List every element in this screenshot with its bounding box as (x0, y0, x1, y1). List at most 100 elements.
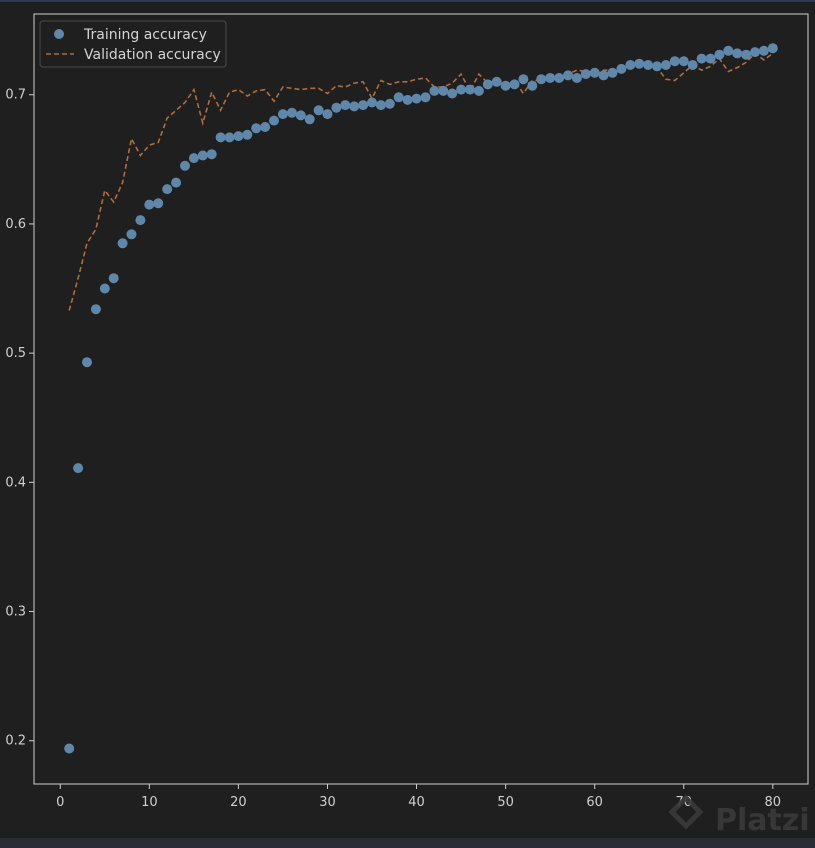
training-accuracy-point (580, 69, 591, 80)
training-accuracy-point (456, 84, 467, 95)
training-accuracy-point (723, 45, 734, 56)
x-axis: 0 10 20 30 40 50 60 70 80 (56, 784, 781, 810)
training-accuracy-point (64, 743, 75, 754)
training-accuracy-point (242, 129, 253, 140)
training-accuracy-point (758, 45, 769, 56)
plot-area-frame (33, 13, 809, 785)
training-accuracy-point (625, 60, 636, 70)
training-accuracy-point (447, 88, 458, 99)
training-accuracy-point (162, 184, 173, 195)
training-accuracy-point (384, 98, 395, 109)
legend: Training accuracy Validation accuracy (39, 20, 227, 68)
training-accuracy-point (598, 70, 609, 81)
training-accuracy-point (705, 53, 716, 64)
training-accuracy-point (545, 73, 556, 83)
training-accuracy-point (714, 49, 725, 60)
training-accuracy-point (669, 56, 680, 67)
training-accuracy-point (518, 74, 529, 85)
training-accuracy-point (304, 114, 315, 125)
watermark-text: Platzi (715, 803, 810, 838)
y-tick-label: 0.6 (5, 217, 26, 232)
training-accuracy-series (64, 43, 778, 754)
training-accuracy-point (678, 56, 689, 67)
training-accuracy-point (527, 80, 538, 91)
training-accuracy-point (652, 61, 662, 72)
y-tick-label: 0.5 (5, 346, 26, 361)
training-accuracy-point (82, 357, 92, 368)
training-accuracy-point (473, 85, 484, 96)
x-tick-label: 10 (141, 795, 158, 810)
x-tick-label: 0 (56, 795, 64, 810)
training-accuracy-point (429, 85, 440, 96)
training-accuracy-point (126, 229, 137, 240)
y-tick-label: 0.3 (5, 605, 26, 620)
x-tick-label: 60 (586, 795, 603, 810)
training-accuracy-point (741, 49, 752, 60)
y-tick-label: 0.2 (5, 734, 26, 749)
training-accuracy-point (215, 132, 226, 143)
training-accuracy-point (438, 85, 449, 96)
training-accuracy-point (153, 198, 164, 209)
x-tick-label: 20 (230, 795, 247, 810)
bottom-bar (0, 838, 815, 848)
training-accuracy-point (402, 94, 413, 105)
training-accuracy-point (509, 79, 520, 90)
training-accuracy-point (563, 70, 573, 81)
training-accuracy-point (322, 109, 333, 120)
training-accuracy-point (295, 110, 306, 121)
legend-training-label: Training accuracy (83, 27, 207, 43)
training-accuracy-point (554, 73, 565, 83)
platzi-logo-icon (668, 794, 704, 830)
training-accuracy-point (687, 60, 698, 70)
training-accuracy-point (108, 273, 119, 284)
training-accuracy-point (589, 67, 600, 78)
training-accuracy-point (732, 48, 743, 59)
legend-validation-label: Validation accuracy (84, 47, 221, 63)
training-accuracy-point (607, 67, 618, 78)
legend-box (39, 20, 227, 68)
training-accuracy-point (180, 160, 190, 171)
training-accuracy-point (367, 97, 377, 108)
training-accuracy-point (313, 105, 324, 116)
training-accuracy-point (277, 109, 288, 120)
training-accuracy-point (206, 149, 217, 160)
training-accuracy-point (260, 122, 271, 132)
training-accuracy-point (616, 63, 627, 74)
training-accuracy-point (251, 123, 262, 134)
training-accuracy-point (90, 304, 101, 315)
training-accuracy-point (375, 100, 386, 111)
y-tick-label: 0.7 (5, 88, 26, 103)
training-accuracy-point (465, 84, 475, 95)
training-accuracy-point (420, 92, 431, 103)
x-tick-label: 40 (408, 795, 425, 810)
training-accuracy-point (197, 150, 208, 161)
training-accuracy-point (233, 131, 244, 142)
training-accuracy-point (224, 132, 235, 143)
window-top-border (0, 0, 815, 2)
training-accuracy-point (411, 93, 422, 104)
training-accuracy-point (331, 102, 342, 113)
training-accuracy-point (349, 101, 360, 112)
training-accuracy-point (750, 47, 760, 58)
legend-training-marker (54, 29, 64, 39)
training-accuracy-point (660, 60, 671, 70)
training-accuracy-point (188, 153, 199, 164)
training-accuracy-point (571, 73, 582, 83)
training-accuracy-point (135, 215, 146, 226)
training-accuracy-point (500, 80, 511, 91)
training-accuracy-point (536, 74, 547, 85)
training-accuracy-point (643, 60, 654, 70)
training-accuracy-point (144, 199, 155, 210)
x-tick-label: 30 (319, 795, 336, 810)
x-tick-label: 50 (497, 795, 514, 810)
training-accuracy-point (634, 58, 645, 69)
training-accuracy-point (393, 92, 404, 103)
training-accuracy-point (269, 115, 279, 126)
training-accuracy-point (491, 76, 502, 87)
training-accuracy-point (358, 100, 369, 111)
training-accuracy-point (696, 53, 707, 64)
training-accuracy-point (117, 238, 128, 249)
training-accuracy-point (73, 463, 84, 474)
platzi-watermark: Platzi (668, 794, 810, 838)
